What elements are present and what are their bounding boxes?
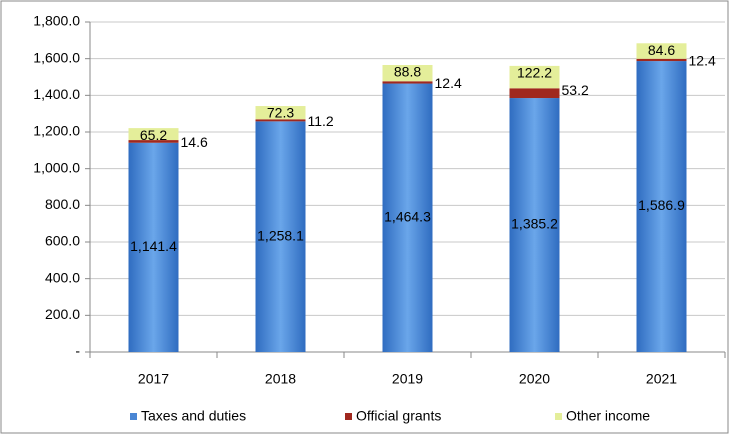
bar-segment bbox=[636, 58, 687, 62]
bar-segment bbox=[509, 88, 560, 99]
data-label: 1,586.9 bbox=[638, 197, 685, 213]
bar-segment bbox=[636, 61, 687, 353]
y-tick-label: 1,600.0 bbox=[33, 49, 80, 65]
y-tick-label: 400.0 bbox=[45, 269, 80, 285]
x-tick-label: 2019 bbox=[392, 371, 423, 387]
bar-segment bbox=[509, 98, 560, 353]
bar-segment bbox=[128, 140, 179, 143]
data-label: 88.8 bbox=[394, 64, 421, 80]
data-label: 11.2 bbox=[308, 113, 334, 129]
data-label: 122.2 bbox=[517, 65, 552, 81]
bar-segment bbox=[128, 142, 179, 352]
data-label: 1,385.2 bbox=[511, 216, 558, 232]
x-tick-label: 2017 bbox=[138, 371, 169, 387]
data-label: 14.6 bbox=[181, 134, 208, 150]
bar-segment bbox=[128, 128, 179, 141]
legend-label: Other income bbox=[566, 408, 650, 424]
data-label: 65.2 bbox=[140, 127, 167, 143]
bar-segment bbox=[255, 106, 306, 120]
data-label: 12.4 bbox=[689, 52, 716, 68]
y-tick-label: 200.0 bbox=[45, 306, 80, 322]
bar-segment bbox=[255, 119, 306, 122]
bar-segment bbox=[382, 83, 433, 353]
data-label: 53.2 bbox=[562, 82, 589, 98]
legend-swatch bbox=[555, 413, 562, 420]
data-label: 1,141.4 bbox=[130, 238, 177, 254]
legend-swatch bbox=[130, 413, 137, 420]
bar-segment bbox=[382, 81, 433, 84]
bar-segment bbox=[382, 64, 433, 82]
data-label: 84.6 bbox=[648, 42, 675, 58]
bar-segment bbox=[255, 121, 306, 353]
y-tick-label: 1,800.0 bbox=[33, 13, 80, 29]
data-label: 1,258.1 bbox=[257, 227, 304, 243]
bar-segment bbox=[509, 65, 560, 89]
y-tick-label: 600.0 bbox=[45, 233, 80, 249]
bar-segment bbox=[636, 43, 687, 59]
legend-label: Taxes and duties bbox=[141, 408, 246, 424]
y-tick-label: 1,200.0 bbox=[33, 123, 80, 139]
data-label: 12.4 bbox=[435, 75, 462, 91]
y-tick-label: 800.0 bbox=[45, 196, 80, 212]
data-label: 72.3 bbox=[267, 105, 294, 121]
y-tick-label: - bbox=[75, 343, 80, 359]
legend-label: Official grants bbox=[356, 408, 441, 424]
legend-swatch bbox=[345, 413, 352, 420]
y-tick-label: 1,400.0 bbox=[33, 86, 80, 102]
x-tick-label: 2021 bbox=[646, 371, 677, 387]
y-tick-label: 1,000.0 bbox=[33, 159, 80, 175]
x-tick-label: 2020 bbox=[519, 371, 550, 387]
x-tick-label: 2018 bbox=[265, 371, 296, 387]
data-label: 1,464.3 bbox=[384, 208, 431, 224]
